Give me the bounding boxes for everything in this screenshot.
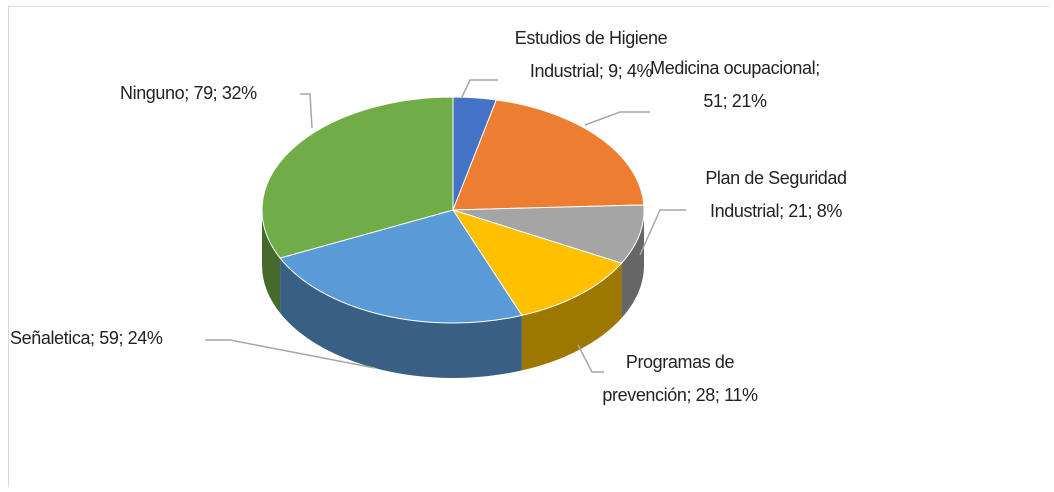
pie-slice — [452, 204, 645, 264]
leader-line — [639, 209, 686, 256]
pie-side — [521, 263, 622, 371]
leader-line — [205, 339, 376, 369]
pie-slice — [279, 209, 523, 324]
pie-slice — [451, 209, 623, 316]
data-label: Ninguno; 79; 32% — [120, 83, 257, 103]
pie-slice — [452, 99, 645, 211]
data-label: Programas de prevención; 28; 11% — [602, 352, 758, 405]
pie-slice — [261, 96, 454, 259]
chart-frame — [8, 6, 1049, 487]
pie-side — [280, 258, 522, 378]
data-label: Plan de Seguridad Industrial; 21; 8% — [705, 168, 847, 221]
leader-line — [461, 79, 498, 98]
leader-line — [584, 111, 650, 126]
data-label: Señaletica; 59; 24% — [10, 328, 163, 348]
leader-line — [300, 93, 313, 129]
data-label: Estudios de Higiene Industrial; 9; 4% — [514, 28, 668, 81]
data-label: Medicina ocupacional; 51; 21% — [650, 58, 820, 111]
pie-side — [621, 210, 644, 319]
leader-line — [577, 344, 604, 373]
